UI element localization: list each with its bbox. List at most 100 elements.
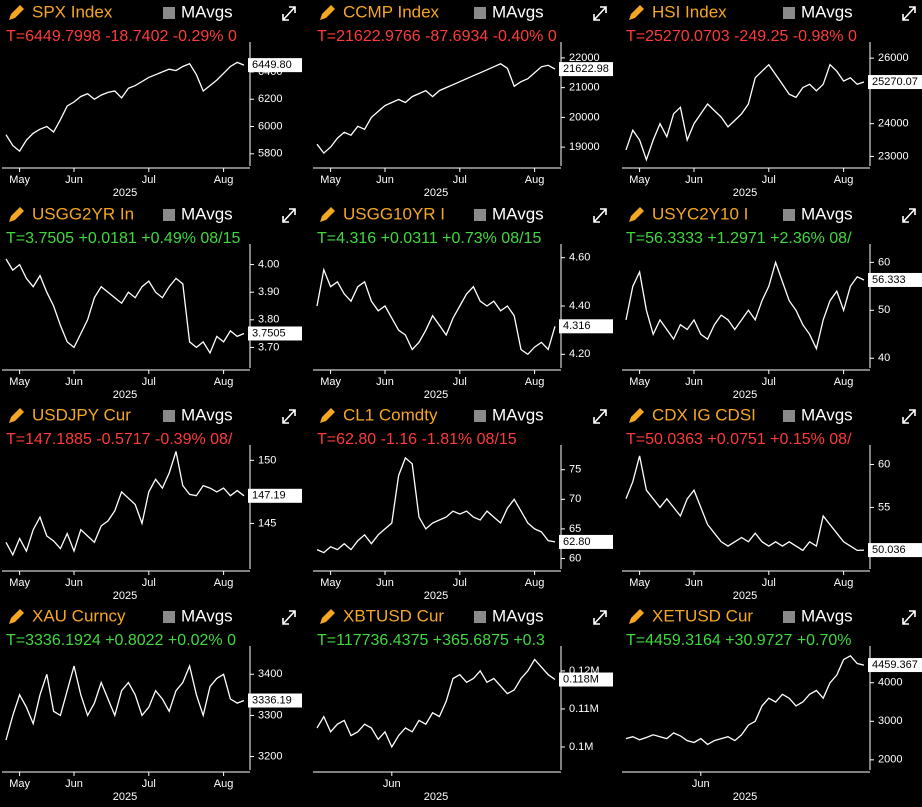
last-price-label: 50.036 bbox=[872, 544, 906, 556]
x-tick-label: Aug bbox=[525, 376, 545, 388]
expand-icon[interactable] bbox=[282, 610, 296, 625]
mavgs-checkbox[interactable] bbox=[163, 611, 175, 623]
x-tick-label: Jun bbox=[376, 577, 394, 589]
y-tick-label: 21000 bbox=[569, 82, 600, 94]
mavgs-label[interactable]: MAvgs bbox=[181, 606, 233, 625]
price-line bbox=[625, 63, 865, 162]
last-price-label: 21622.98 bbox=[563, 63, 609, 75]
x-tick-label: Jun bbox=[65, 778, 83, 790]
expand-icon[interactable] bbox=[282, 409, 296, 424]
x-tick-label: Jul bbox=[762, 174, 776, 186]
mavgs-checkbox[interactable] bbox=[474, 611, 486, 623]
mavgs-checkbox[interactable] bbox=[783, 611, 795, 623]
last-price-box bbox=[248, 693, 302, 708]
mavgs-label[interactable]: MAvgs bbox=[492, 606, 544, 625]
mavgs-checkbox[interactable] bbox=[163, 410, 175, 422]
x-tick-label: Jul bbox=[762, 376, 776, 388]
edit-icon[interactable] bbox=[320, 5, 335, 20]
price-line bbox=[316, 456, 556, 554]
last-price-label: 3336.19 bbox=[252, 694, 292, 706]
x-axis-label: 2025 bbox=[733, 389, 757, 401]
expand-icon[interactable] bbox=[282, 6, 296, 21]
mavgs-label[interactable]: MAvgs bbox=[181, 405, 233, 424]
last-price-label: 62.80 bbox=[563, 536, 591, 548]
mavgs-label[interactable]: MAvgs bbox=[181, 204, 233, 223]
expand-icon[interactable] bbox=[593, 6, 607, 21]
edit-icon[interactable] bbox=[9, 609, 24, 624]
mavgs-label[interactable]: MAvgs bbox=[801, 606, 853, 625]
expand-icon[interactable] bbox=[902, 208, 916, 223]
edit-icon[interactable] bbox=[629, 609, 644, 624]
mavgs-checkbox[interactable] bbox=[474, 410, 486, 422]
edit-icon[interactable] bbox=[9, 408, 24, 423]
y-tick-label: 50 bbox=[878, 304, 890, 316]
x-tick-label: May bbox=[629, 174, 650, 186]
y-tick-label: 6000 bbox=[258, 120, 282, 132]
y-tick-label: 19000 bbox=[569, 141, 600, 153]
edit-icon[interactable] bbox=[629, 5, 644, 20]
x-tick-label: Jun bbox=[65, 376, 83, 388]
edit-icon[interactable] bbox=[629, 408, 644, 423]
edit-icon[interactable] bbox=[320, 207, 335, 222]
x-axis-label: 2025 bbox=[424, 590, 448, 602]
x-tick-label: Jun bbox=[65, 174, 83, 186]
mavgs-label[interactable]: MAvgs bbox=[492, 2, 544, 21]
y-tick-label: 4.00 bbox=[258, 258, 279, 270]
mavgs-checkbox[interactable] bbox=[783, 7, 795, 19]
edit-icon[interactable] bbox=[320, 408, 335, 423]
x-tick-label: Aug bbox=[525, 577, 545, 589]
expand-icon[interactable] bbox=[282, 208, 296, 223]
last-price-box bbox=[248, 488, 302, 503]
edit-icon[interactable] bbox=[9, 5, 24, 20]
last-price-box bbox=[868, 658, 922, 673]
price-line bbox=[5, 451, 245, 557]
last-price-box bbox=[559, 319, 613, 334]
y-tick-label: 150 bbox=[258, 454, 276, 466]
mavgs-label[interactable]: MAvgs bbox=[801, 405, 853, 424]
expand-icon[interactable] bbox=[593, 610, 607, 625]
edit-icon[interactable] bbox=[9, 207, 24, 222]
mavgs-label[interactable]: MAvgs bbox=[492, 204, 544, 223]
quote-line: T=3336.1924 +0.8022 +0.02% 0 bbox=[6, 632, 236, 649]
expand-icon[interactable] bbox=[902, 610, 916, 625]
x-tick-label: Aug bbox=[214, 376, 234, 388]
last-price-label: 4.316 bbox=[563, 320, 591, 332]
x-axis-label: 2025 bbox=[113, 590, 137, 602]
mavgs-checkbox[interactable] bbox=[474, 7, 486, 19]
x-tick-label: Jun bbox=[65, 577, 83, 589]
chart-title: CL1 Comdty bbox=[343, 405, 438, 424]
y-tick-label: 75 bbox=[569, 464, 581, 476]
mavgs-label[interactable]: MAvgs bbox=[181, 2, 233, 21]
mavgs-checkbox[interactable] bbox=[783, 209, 795, 221]
y-tick-label: 40 bbox=[878, 352, 890, 364]
mavgs-label[interactable]: MAvgs bbox=[801, 204, 853, 223]
mavgs-checkbox[interactable] bbox=[163, 209, 175, 221]
y-tick-label: 5800 bbox=[258, 148, 282, 160]
expand-icon[interactable] bbox=[593, 409, 607, 424]
x-axis-label: 2025 bbox=[733, 791, 757, 803]
x-axis-label: 2025 bbox=[424, 187, 448, 199]
mavgs-checkbox[interactable] bbox=[474, 209, 486, 221]
expand-icon[interactable] bbox=[593, 208, 607, 223]
chart-title: CCMP Index bbox=[343, 2, 440, 21]
y-tick-label: 60 bbox=[878, 458, 890, 470]
price-line bbox=[5, 61, 245, 153]
expand-icon[interactable] bbox=[902, 409, 916, 424]
y-tick-label: 3400 bbox=[258, 668, 282, 680]
x-tick-label: May bbox=[629, 376, 650, 388]
edit-icon[interactable] bbox=[629, 207, 644, 222]
chart-panel: XETUSD Cur MAvgs T=4459.3164 +30.9727 +0.7… bbox=[622, 606, 922, 803]
y-tick-label: 145 bbox=[258, 517, 276, 529]
price-line bbox=[316, 658, 556, 749]
mavgs-checkbox[interactable] bbox=[163, 7, 175, 19]
mavgs-checkbox[interactable] bbox=[783, 410, 795, 422]
last-price-label: 3.7505 bbox=[252, 327, 286, 339]
chart-title: USYC2Y10 I bbox=[652, 204, 748, 223]
price-line bbox=[625, 455, 865, 552]
expand-icon[interactable] bbox=[902, 6, 916, 21]
chart-panel: XAU Curncy MAvgs T=3336.1924 +0.8022 +0.02… bbox=[2, 606, 302, 803]
y-tick-label: 4.40 bbox=[569, 300, 590, 312]
mavgs-label[interactable]: MAvgs bbox=[801, 2, 853, 21]
mavgs-label[interactable]: MAvgs bbox=[492, 405, 544, 424]
edit-icon[interactable] bbox=[320, 609, 335, 624]
